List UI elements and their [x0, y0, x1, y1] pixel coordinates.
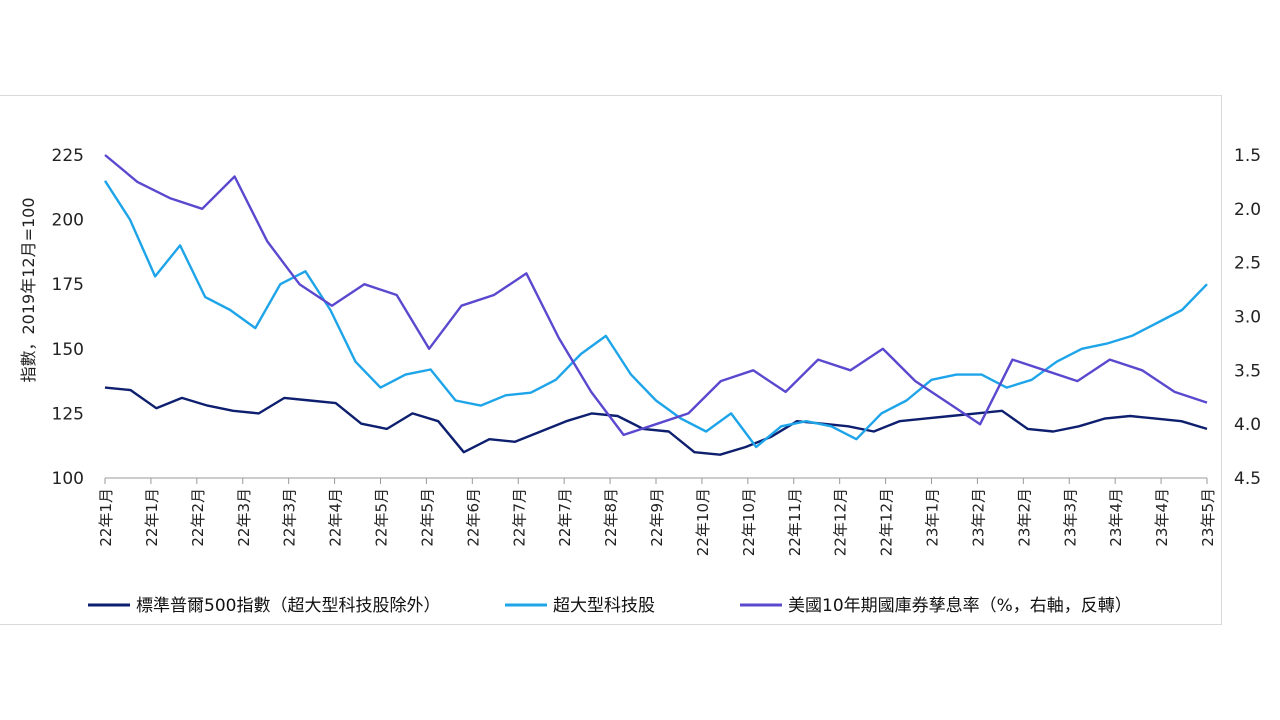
x-tick-label: 22年2月: [189, 488, 207, 547]
left-tick-label: 125: [52, 404, 84, 424]
chart-frame: [0, 95, 1222, 625]
left-tick-label: 100: [52, 469, 84, 489]
x-tick-label: 22年3月: [235, 488, 253, 547]
legend: 標準普爾500指數（超大型科技股除外） 超大型科技股 美國10年期國庫券孳息率（%，…: [88, 596, 1132, 616]
x-tick-label: 22年11月: [786, 488, 804, 556]
x-tick-label: 22年9月: [648, 488, 666, 547]
x-tick-label: 22年12月: [832, 488, 850, 556]
right-tick-label: 3.0: [1234, 308, 1261, 328]
x-tick-label: 23年2月: [1015, 488, 1033, 547]
x-tick-label: 23年2月: [969, 488, 987, 547]
left-tick-label: 225: [52, 146, 84, 166]
x-tick-label: 22年12月: [878, 488, 896, 556]
right-tick-label: 4.0: [1234, 415, 1261, 435]
x-tick-label: 22年7月: [556, 488, 574, 547]
x-tick-label: 22年7月: [510, 488, 528, 547]
legend-label: 超大型科技股: [553, 596, 655, 616]
right-tick-label: 2.0: [1234, 200, 1261, 220]
series-line-1: [104, 386, 1208, 456]
x-tick-label: 22年8月: [602, 488, 620, 547]
x-tick-label: 22年10月: [740, 488, 758, 556]
x-axis-ticks: 22年1月 22年1月 22年2月 22年3月 22年3月 22年4月 22年5月 22年5月…: [97, 478, 1217, 556]
right-tick-label: 2.5: [1234, 254, 1261, 274]
right-tick-label: 3.5: [1234, 361, 1261, 381]
left-axis-ticks: 100 125 150 175 200 225: [52, 146, 84, 489]
right-axis-ticks: 1.5 2.0 2.5 3.0 3.5 4.0 4.5: [1234, 146, 1261, 489]
legend-label: 美國10年期國庫券孳息率（%，右軸，反轉）: [788, 596, 1132, 616]
x-tick-label: 22年5月: [373, 488, 391, 547]
x-tick-label: 22年1月: [143, 488, 161, 547]
x-tick-label: 23年4月: [1153, 488, 1171, 547]
x-tick-label: 23年1月: [924, 488, 942, 547]
right-tick-label: 4.5: [1234, 469, 1261, 489]
right-tick-label: 1.5: [1234, 146, 1261, 166]
x-tick-label: 22年3月: [281, 488, 299, 547]
left-tick-label: 150: [52, 340, 84, 360]
x-tick-label: 22年10月: [694, 488, 712, 556]
left-tick-label: 200: [52, 211, 84, 231]
x-tick-label: 23年3月: [1061, 488, 1079, 547]
x-tick-label: 22年6月: [464, 488, 482, 547]
x-tick-label: 22年4月: [327, 488, 345, 547]
series-line-2: [103, 180, 1208, 449]
series-line-3: [104, 154, 1208, 437]
x-tick-label: 22年5月: [418, 488, 436, 547]
y-axis-title: 指數，2019年12月=100: [19, 197, 38, 382]
x-tick-label: 22年1月: [97, 488, 115, 547]
legend-label: 標準普爾500指數（超大型科技股除外）: [136, 596, 440, 616]
left-tick-label: 175: [52, 275, 84, 295]
x-tick-label: 23年4月: [1107, 488, 1125, 547]
x-tick-label: 23年5月: [1199, 488, 1217, 547]
series-lines: [103, 154, 1208, 456]
